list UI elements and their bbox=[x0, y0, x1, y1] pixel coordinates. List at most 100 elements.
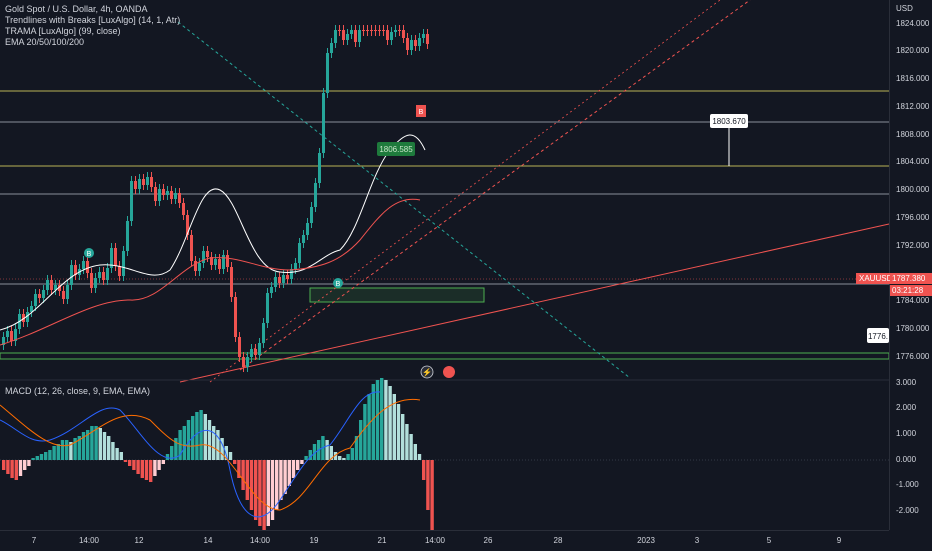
candle-body bbox=[222, 255, 225, 269]
currency-label: USD bbox=[896, 4, 913, 13]
candle-body bbox=[398, 30, 401, 31]
candle-body bbox=[262, 323, 265, 343]
price-tick: 1800.000 bbox=[896, 185, 930, 194]
candle-body bbox=[242, 357, 245, 367]
candle-body bbox=[414, 40, 417, 46]
macd-histogram[interactable] bbox=[2, 378, 434, 530]
macd-bar bbox=[291, 460, 296, 478]
price-candles[interactable] bbox=[2, 25, 429, 372]
macd-bar bbox=[199, 410, 203, 460]
candle-body bbox=[38, 294, 41, 298]
macd-bar bbox=[275, 460, 279, 510]
macd-bar bbox=[27, 460, 31, 466]
macd-bar bbox=[430, 460, 434, 530]
candle-body bbox=[370, 30, 373, 31]
candle-body bbox=[138, 179, 141, 189]
candle-body bbox=[310, 207, 313, 223]
candle-body bbox=[162, 189, 165, 195]
macd-bar bbox=[367, 394, 371, 460]
candle-body bbox=[290, 269, 293, 279]
candle-body bbox=[126, 221, 129, 251]
support-zone[interactable] bbox=[309, 287, 485, 303]
candle-body bbox=[366, 30, 369, 31]
price-annotation-1803[interactable]: 1803.670 bbox=[710, 114, 748, 166]
indicator-label[interactable]: EMA 20/50/100/200 bbox=[5, 37, 85, 47]
macd-bar bbox=[136, 460, 140, 474]
candle-body bbox=[306, 223, 309, 235]
candle-body bbox=[254, 349, 257, 355]
candle-body bbox=[274, 277, 277, 287]
price-axis[interactable]: USD 1824.000 1820.000 1816.000 1812.000 1808… bbox=[856, 0, 932, 530]
time-tick: 14:00 bbox=[249, 536, 271, 545]
macd-bar bbox=[287, 460, 291, 486]
candle-body bbox=[382, 30, 385, 31]
macd-bar bbox=[300, 460, 304, 464]
macd-bar bbox=[170, 446, 174, 460]
candle-body bbox=[142, 179, 145, 185]
candle-body bbox=[14, 329, 17, 341]
candle-body bbox=[198, 263, 201, 271]
macd-bar bbox=[409, 434, 413, 460]
indicator-label[interactable]: Trendlines with Breaks [LuxAlgo] (14, 1,… bbox=[5, 15, 181, 25]
macd-bar bbox=[35, 456, 39, 460]
macd-bar bbox=[220, 438, 224, 460]
candle-body bbox=[302, 235, 305, 243]
macd-bar bbox=[296, 460, 300, 470]
macd-bar bbox=[329, 446, 333, 460]
time-tick: 14:00 bbox=[78, 536, 100, 545]
macd-bar bbox=[23, 460, 27, 470]
chart-legend[interactable]: Gold Spot / U.S. Dollar, 4h, OANDA Trend… bbox=[5, 4, 180, 48]
candle-body bbox=[418, 38, 421, 46]
candle-body bbox=[362, 30, 365, 31]
candle-body bbox=[174, 193, 177, 199]
macd-bar bbox=[144, 460, 149, 480]
candle-body bbox=[166, 191, 169, 195]
macd-bar bbox=[233, 460, 237, 464]
candle-body bbox=[294, 263, 297, 269]
price-tick: 1808.000 bbox=[896, 130, 930, 139]
macd-legend[interactable]: MACD (12, 26, close, 9, EMA, EMA) bbox=[5, 386, 151, 396]
macd-bar bbox=[132, 460, 136, 470]
candle-body bbox=[278, 277, 281, 283]
macd-bar bbox=[342, 458, 346, 460]
candle-body bbox=[346, 34, 349, 40]
time-tick: 12 bbox=[134, 536, 144, 545]
macd-bar bbox=[65, 440, 69, 460]
candle-body bbox=[354, 30, 357, 42]
macd-bar bbox=[401, 414, 405, 460]
macd-bar bbox=[216, 430, 220, 460]
svg-text:B: B bbox=[87, 251, 92, 258]
price-tick: 1816.000 bbox=[896, 74, 930, 83]
price-annotation-1776[interactable]: 1776. bbox=[867, 328, 889, 343]
candle-body bbox=[146, 177, 149, 185]
indicator-label[interactable]: TRAMA [LuxAlgo] (99, close) bbox=[5, 26, 121, 36]
candle-body bbox=[94, 278, 97, 288]
trendlines[interactable] bbox=[177, 0, 890, 383]
candle-body bbox=[158, 189, 161, 201]
candle-body bbox=[246, 357, 249, 367]
macd-bar bbox=[44, 452, 48, 460]
price-annotation-1806[interactable]: 1806.585 bbox=[377, 142, 415, 156]
svg-text:⚡: ⚡ bbox=[422, 367, 432, 377]
countdown-tag: 03:21:28 bbox=[890, 285, 932, 296]
price-tick: 1812.000 bbox=[896, 102, 930, 111]
price-tick: 1796.000 bbox=[896, 213, 930, 222]
macd-bar bbox=[279, 460, 283, 500]
candle-body bbox=[122, 251, 125, 276]
candle-body bbox=[110, 248, 113, 268]
event-icons[interactable]: ⚡ bbox=[420, 365, 455, 379]
macd-bar bbox=[426, 460, 430, 510]
macd-bar bbox=[224, 446, 228, 460]
time-axis[interactable]: 7 14:00 12 14 14:00 19 21 14:00 26 28 2023 3 5 9 bbox=[0, 530, 889, 551]
price-tick: 1804.000 bbox=[896, 157, 930, 166]
candle-body bbox=[150, 177, 153, 187]
macd-bar bbox=[2, 460, 6, 470]
macd-bar bbox=[312, 444, 317, 460]
price-tick: 1792.000 bbox=[896, 241, 930, 250]
macd-bar bbox=[354, 436, 359, 460]
macd-bar bbox=[350, 448, 354, 460]
price-tick: 1784.000 bbox=[896, 296, 930, 305]
macd-bar bbox=[60, 440, 65, 460]
candle-body bbox=[226, 255, 229, 267]
